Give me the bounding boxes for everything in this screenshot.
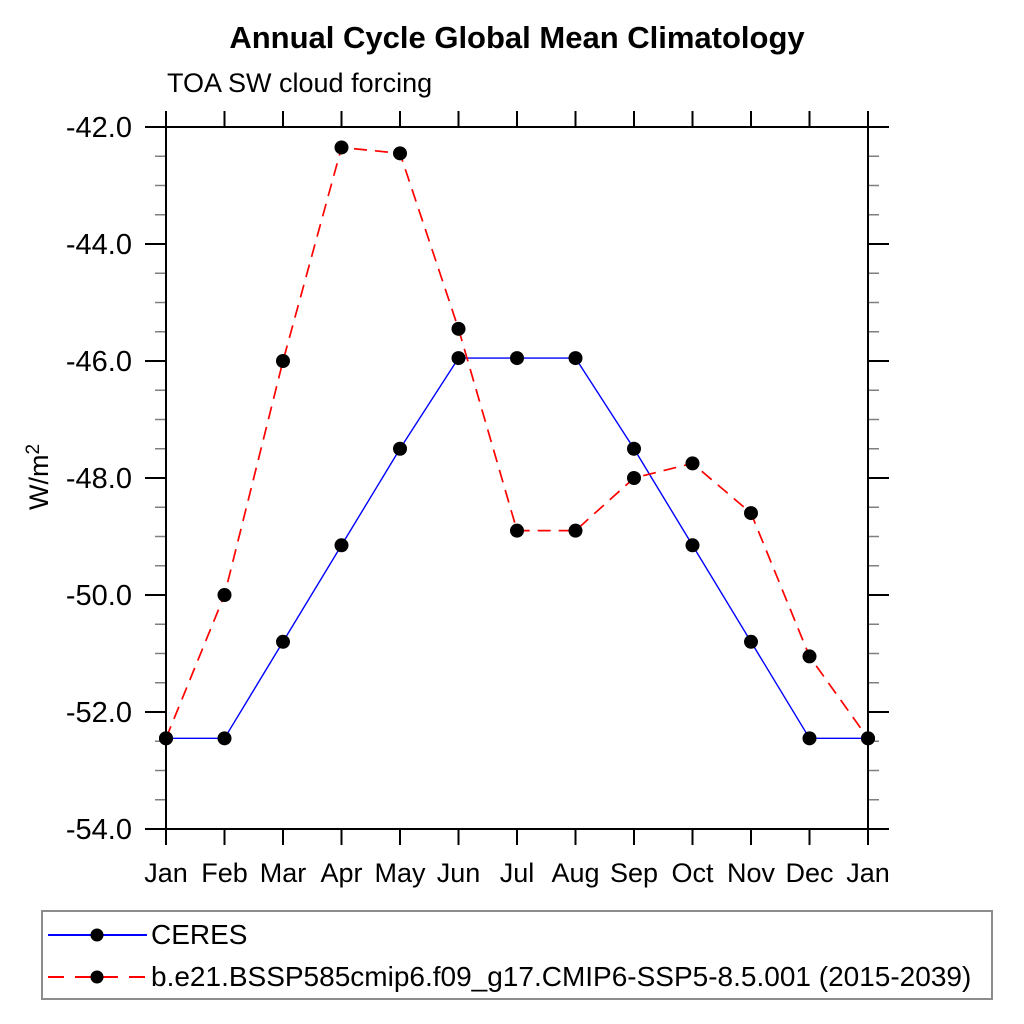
- data-point-marker-s1: [744, 506, 758, 521]
- series-line-1: [165, 146, 869, 739]
- y-tick-label: -42.0: [66, 112, 132, 144]
- x-tick-label: Jan: [144, 858, 188, 888]
- legend-marker-dot: [90, 928, 104, 942]
- data-point-marker-s1: [217, 588, 232, 602]
- legend-row-ceres: CERES: [43, 914, 991, 956]
- x-tick-label: Jan: [846, 858, 890, 888]
- data-point-marker-s1: [451, 321, 466, 336]
- data-point-marker-s0: [744, 634, 758, 649]
- x-tick-label: Jun: [437, 858, 481, 888]
- y-tick-label: -50.0: [66, 580, 132, 612]
- x-tick-label: Mar: [260, 858, 307, 888]
- series-line-0: [166, 357, 868, 740]
- data-point-marker-s1: [627, 471, 641, 485]
- y-tick-label: -54.0: [66, 814, 132, 846]
- x-tick-label: Oct: [671, 858, 714, 888]
- data-point-marker-s1: [568, 523, 583, 538]
- legend-row-model: b.e21.BSSP585cmip6.f09_g17.CMIP6-SSP5-8.…: [43, 956, 991, 998]
- data-point-marker-s1: [685, 456, 700, 471]
- y-tick-label: -52.0: [66, 697, 132, 729]
- data-point-marker-s0: [334, 538, 349, 553]
- data-point-marker-s1: [861, 731, 875, 746]
- x-tick-label: Nov: [727, 858, 776, 888]
- data-point-marker-s0: [276, 634, 290, 649]
- legend-swatch-dashed-line-icon: [48, 970, 147, 984]
- data-point-marker-s0: [627, 441, 641, 456]
- chart-subtitle: TOA SW cloud forcing: [167, 68, 433, 98]
- legend: CERES b.e21.BSSP585cmip6.f09_g17.CMIP6-S…: [41, 910, 993, 1000]
- data-point-marker-s0: [217, 731, 232, 746]
- y-tick-label: -44.0: [66, 229, 132, 261]
- data-point-marker-s1: [802, 649, 817, 664]
- data-point-marker-s1: [510, 523, 524, 538]
- data-point-marker-s0: [393, 441, 407, 456]
- y-tick-label: -46.0: [66, 346, 132, 378]
- legend-swatch-solid-line-icon: [48, 928, 147, 942]
- data-point-marker-s0: [451, 351, 466, 366]
- legend-label-model: b.e21.BSSP585cmip6.f09_g17.CMIP6-SSP5-8.…: [151, 961, 972, 992]
- data-point-marker-s1: [334, 140, 349, 155]
- x-tick-label: Feb: [201, 858, 248, 888]
- data-point-marker-s0: [685, 538, 700, 553]
- data-point-marker-s1: [276, 354, 290, 368]
- x-tick-label: Apr: [320, 858, 362, 888]
- x-tick-label: Dec: [785, 858, 833, 888]
- plot-frame: [165, 126, 869, 830]
- x-tick-label: May: [374, 858, 426, 888]
- data-point-marker-s0: [568, 351, 583, 366]
- x-tick-label: Jul: [500, 858, 535, 888]
- x-tick-label: Sep: [610, 858, 658, 888]
- data-point-marker-s0: [510, 351, 524, 366]
- legend-marker-dot: [90, 970, 104, 984]
- legend-label-ceres: CERES: [151, 919, 248, 950]
- data-point-marker-s1: [393, 146, 407, 161]
- x-tick-label: Aug: [551, 858, 599, 888]
- y-tick-label: -48.0: [66, 463, 132, 495]
- chart-title: Annual Cycle Global Mean Climatology: [229, 20, 805, 55]
- data-point-marker-s1: [159, 731, 173, 746]
- data-point-marker-s0: [802, 731, 817, 746]
